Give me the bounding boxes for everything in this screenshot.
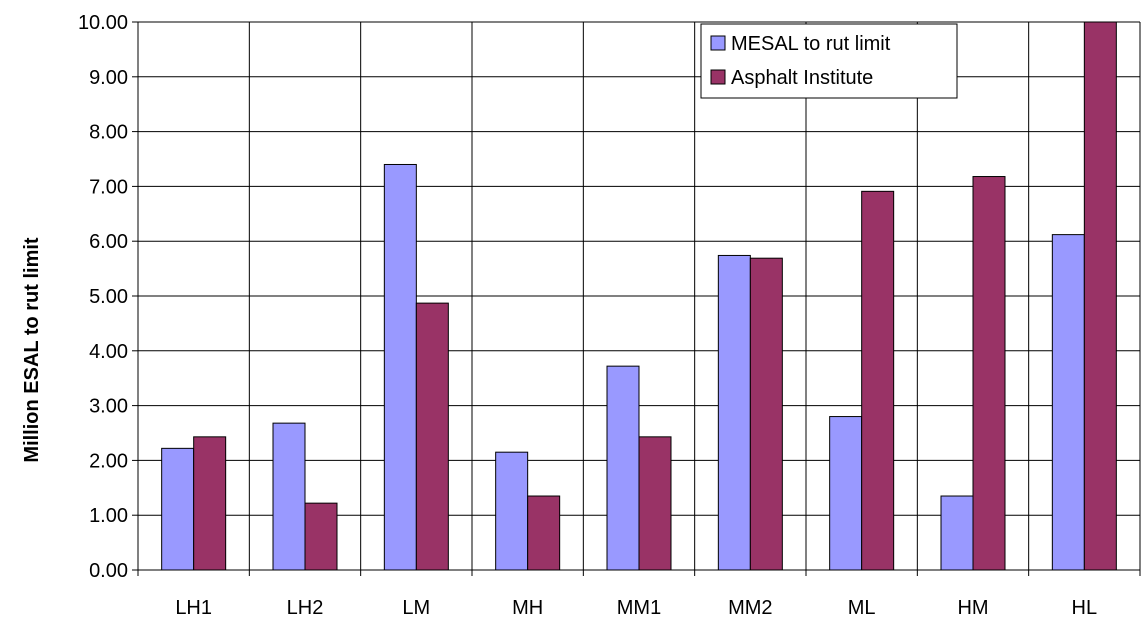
x-tick-label: MM1 bbox=[617, 597, 661, 619]
y-tick-label: 9.00 bbox=[89, 67, 128, 89]
legend-label: Asphalt Institute bbox=[731, 67, 873, 89]
y-tick-label: 5.00 bbox=[89, 286, 128, 308]
x-tick-label: HL bbox=[1072, 597, 1098, 619]
bar-mm2-series-1 bbox=[717, 254, 751, 571]
x-tick-label: LH2 bbox=[287, 597, 324, 619]
x-tick-label: ML bbox=[848, 597, 876, 619]
y-tick-label: 0.00 bbox=[89, 560, 128, 582]
y-tick-labels: 0.00 1.00 2.00 3.00 4.00 5.00 6.00 7.00 8.00 9.00… bbox=[78, 12, 128, 582]
bar-mm2-series-2 bbox=[749, 257, 783, 571]
x-tick-label: LM bbox=[402, 597, 430, 619]
x-tick-labels: LH1 LH2 LM MH MM1 MM2 ML HM HL bbox=[175, 597, 1097, 619]
bar-hl-series-1 bbox=[1051, 234, 1085, 571]
y-tick-label: 2.00 bbox=[89, 450, 128, 472]
y-tick-label: 6.00 bbox=[89, 231, 128, 253]
legend-swatch bbox=[710, 69, 726, 85]
y-axis-title: Million ESAL to rut limit bbox=[21, 237, 43, 463]
x-tick-label: MH bbox=[512, 597, 543, 619]
y-tick-label: 8.00 bbox=[89, 122, 128, 144]
y-tick-label: 1.00 bbox=[89, 505, 128, 527]
legend: MESAL to rut limit Asphalt Institute bbox=[700, 23, 958, 99]
bar-mh-series-1 bbox=[495, 451, 529, 571]
legend-label: MESAL to rut limit bbox=[731, 33, 891, 55]
bar-lh2-series-2 bbox=[304, 502, 338, 571]
bar-hm-series-2 bbox=[972, 176, 1006, 571]
bar-ml-series-2 bbox=[861, 190, 895, 571]
bars bbox=[161, 21, 1117, 571]
bar-mm1-series-2 bbox=[638, 436, 672, 571]
bar-lh2-series-1 bbox=[272, 422, 306, 571]
x-tick-label: LH1 bbox=[175, 597, 212, 619]
bar-lm-series-2 bbox=[415, 302, 449, 571]
bar-lh1-series-1 bbox=[161, 447, 195, 571]
y-tick-label: 10.00 bbox=[78, 12, 128, 34]
legend-box bbox=[700, 23, 958, 99]
y-tick-label: 3.00 bbox=[89, 396, 128, 418]
bar-mh-series-2 bbox=[527, 495, 561, 571]
bar-lh1-series-2 bbox=[193, 436, 227, 571]
y-tick-label: 4.00 bbox=[89, 341, 128, 363]
axes bbox=[132, 21, 1141, 576]
y-tick-label: 7.00 bbox=[89, 176, 128, 198]
bar-ml-series-1 bbox=[829, 416, 863, 571]
x-tick-label: MM2 bbox=[728, 597, 772, 619]
bar-lm-series-1 bbox=[383, 163, 417, 571]
bar-mm1-series-1 bbox=[606, 365, 640, 571]
bar-hl-series-2 bbox=[1083, 21, 1117, 571]
legend-swatch bbox=[710, 35, 726, 51]
x-tick-label: HM bbox=[957, 597, 988, 619]
bar-hm-series-1 bbox=[940, 495, 974, 571]
